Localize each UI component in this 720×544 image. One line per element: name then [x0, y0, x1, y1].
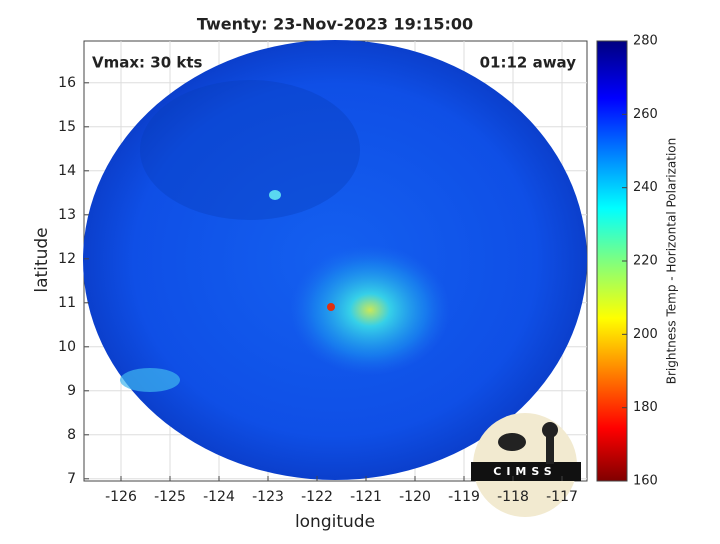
y-tick-label: 8 [67, 427, 76, 443]
colorbar-tick-label: 220 [633, 254, 658, 269]
x-tick-label: -126 [105, 489, 137, 505]
x-tick-label: -120 [399, 489, 431, 505]
cloud-patch [269, 190, 281, 200]
y-tick-label: 15 [58, 119, 76, 135]
x-tick-label: -117 [546, 489, 578, 505]
y-tick-label: 10 [58, 339, 76, 355]
logo-text: CIMSS [493, 465, 556, 478]
x-axis-label: longitude [295, 512, 375, 532]
y-tick-label: 11 [58, 295, 76, 311]
y-tick-label: 16 [58, 75, 76, 91]
colorbar-tick-label: 180 [633, 400, 658, 415]
x-tick-label: -118 [497, 489, 529, 505]
hot-spot [327, 303, 335, 311]
y-tick-label: 7 [67, 471, 76, 487]
colorbar-tick-label: 260 [633, 107, 658, 122]
y-tick-label: 13 [58, 207, 76, 223]
cloud-patch [120, 368, 180, 392]
x-tick-label: -125 [154, 489, 186, 505]
x-tick-label: -124 [203, 489, 235, 505]
colorbar-tick-label: 200 [633, 327, 658, 342]
x-tick-label: -121 [350, 489, 382, 505]
cimss-logo: CIMSS [471, 413, 581, 517]
y-tick-label: 9 [67, 383, 76, 399]
y-axis-label: latitude [32, 227, 52, 292]
y-tick-label: 14 [58, 163, 76, 179]
colorbar-tick-label: 280 [633, 34, 658, 49]
colorbar-label: Brightness Temp - Horizontal Polarizatio… [665, 138, 679, 385]
storm-core [290, 245, 450, 375]
colorbar-tick-label: 160 [633, 474, 658, 489]
chart-title: Twenty: 23-Nov-2023 19:15:00 [197, 15, 473, 34]
annotation: 01:12 away [480, 54, 577, 72]
x-tick-label: -122 [301, 489, 333, 505]
x-tick-label: -123 [252, 489, 284, 505]
x-tick-label: -119 [448, 489, 480, 505]
cold-region [140, 80, 360, 220]
annotation: Vmax: 30 kts [92, 54, 202, 72]
y-tick-label: 12 [58, 251, 76, 267]
colorbar-tick-label: 240 [633, 180, 658, 195]
